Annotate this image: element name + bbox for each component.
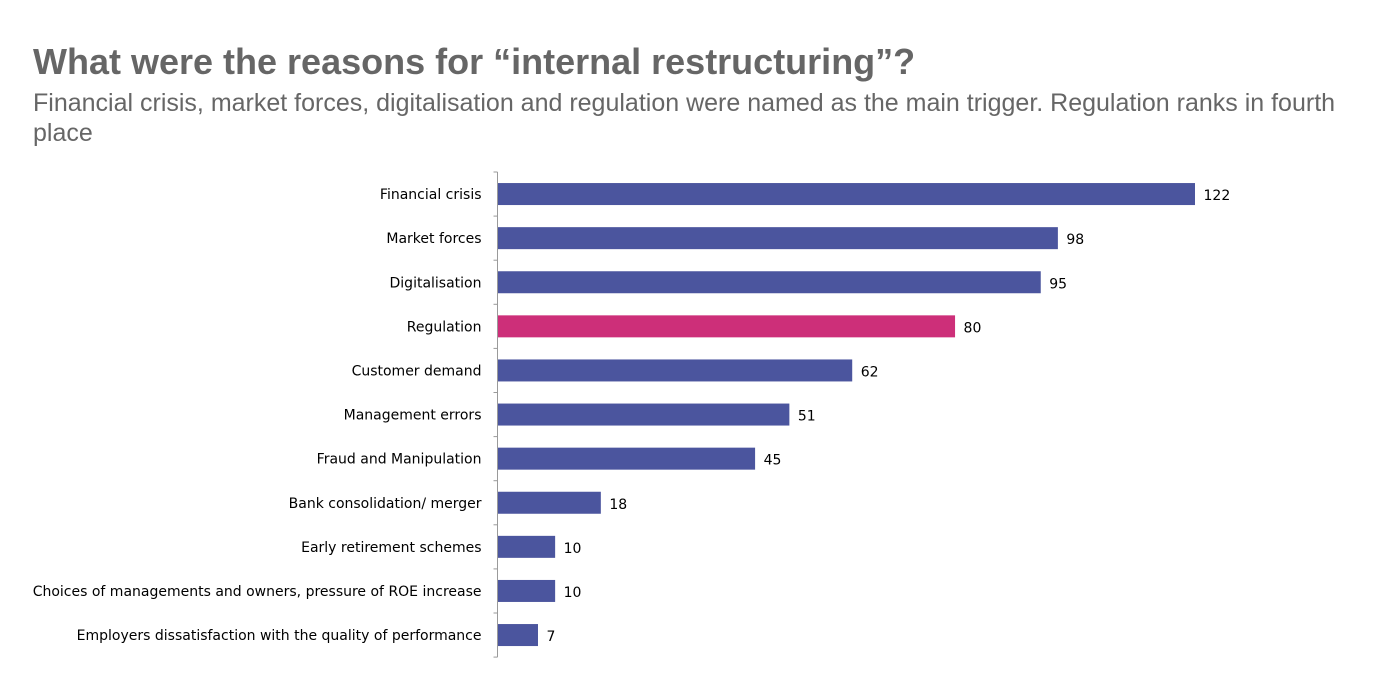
bar-market-forces (498, 227, 1058, 250)
data-label: 10 (564, 541, 582, 557)
data-label: 62 (861, 364, 879, 380)
data-label: 95 (1049, 276, 1067, 292)
bar-early-retirement-schemes (498, 535, 556, 558)
bar-employers-dissatisfaction-with-the-quality-of-performance (498, 624, 538, 647)
data-label: 45 (764, 453, 782, 469)
data-label: 122 (1204, 188, 1231, 204)
bars-group: Financial crisis 122 Market forces 98 Digita… (33, 171, 1231, 658)
page-subtitle: Financial crisis, market forces, digital… (33, 89, 1336, 147)
bar-fraud-and-manipulation (498, 447, 756, 470)
bar-financial-crisis (498, 183, 1195, 206)
category-label: Early retirement schemes (301, 540, 481, 556)
category-label: Customer demand (352, 363, 482, 379)
data-label: 80 (964, 320, 982, 336)
category-label: Digitalisation (390, 275, 482, 291)
category-label: Regulation (407, 319, 482, 335)
category-label: Management errors (344, 408, 482, 424)
bar-bank-consolidation-merger (498, 491, 601, 514)
category-label: Choices of managements and owners, press… (33, 584, 482, 600)
data-label: 51 (798, 409, 816, 425)
page-title: What were the reasons for “internal rest… (33, 41, 916, 82)
bar-management-errors (498, 403, 790, 426)
bar-customer-demand (498, 359, 853, 382)
bar-regulation (498, 315, 956, 338)
data-label: 18 (609, 497, 627, 513)
category-label: Market forces (386, 231, 481, 247)
category-label: Employers dissatisfaction with the quali… (77, 628, 482, 644)
data-label: 98 (1066, 232, 1084, 248)
data-label: 10 (564, 585, 582, 601)
category-label: Financial crisis (380, 187, 482, 203)
category-label: Bank consolidation/ merger (289, 496, 482, 512)
data-label: 7 (546, 629, 555, 645)
bar-choices-of-managements-and-owners-pressure-of-roe-increase (498, 579, 556, 602)
bar-digitalisation (498, 271, 1041, 294)
category-label: Fraud and Manipulation (317, 452, 482, 468)
